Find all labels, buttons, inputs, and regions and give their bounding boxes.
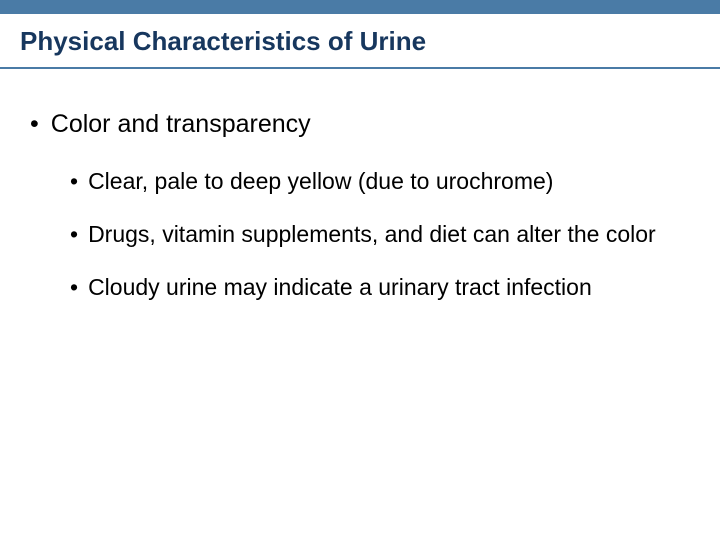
bullet-level2-text: Clear, pale to deep yellow (due to uroch…: [88, 167, 690, 196]
slide-content: • Color and transparency • Clear, pale t…: [0, 69, 720, 301]
bullet-marker: •: [70, 220, 78, 249]
bullet-level2-text: Cloudy urine may indicate a urinary trac…: [88, 273, 690, 302]
slide-title: Physical Characteristics of Urine: [0, 14, 720, 69]
bullet-marker: •: [70, 273, 78, 302]
bullet-level1: • Color and transparency: [30, 109, 690, 139]
bullet-level2: • Drugs, vitamin supplements, and diet c…: [70, 220, 690, 249]
bullet-level2: • Clear, pale to deep yellow (due to uro…: [70, 167, 690, 196]
bullet-level2: • Cloudy urine may indicate a urinary tr…: [70, 273, 690, 302]
bullet-marker: •: [70, 167, 78, 196]
bullet-level2-text: Drugs, vitamin supplements, and diet can…: [88, 220, 690, 249]
bullet-level1-text: Color and transparency: [51, 109, 311, 139]
header-bar: [0, 0, 720, 14]
bullet-marker: •: [30, 109, 39, 139]
